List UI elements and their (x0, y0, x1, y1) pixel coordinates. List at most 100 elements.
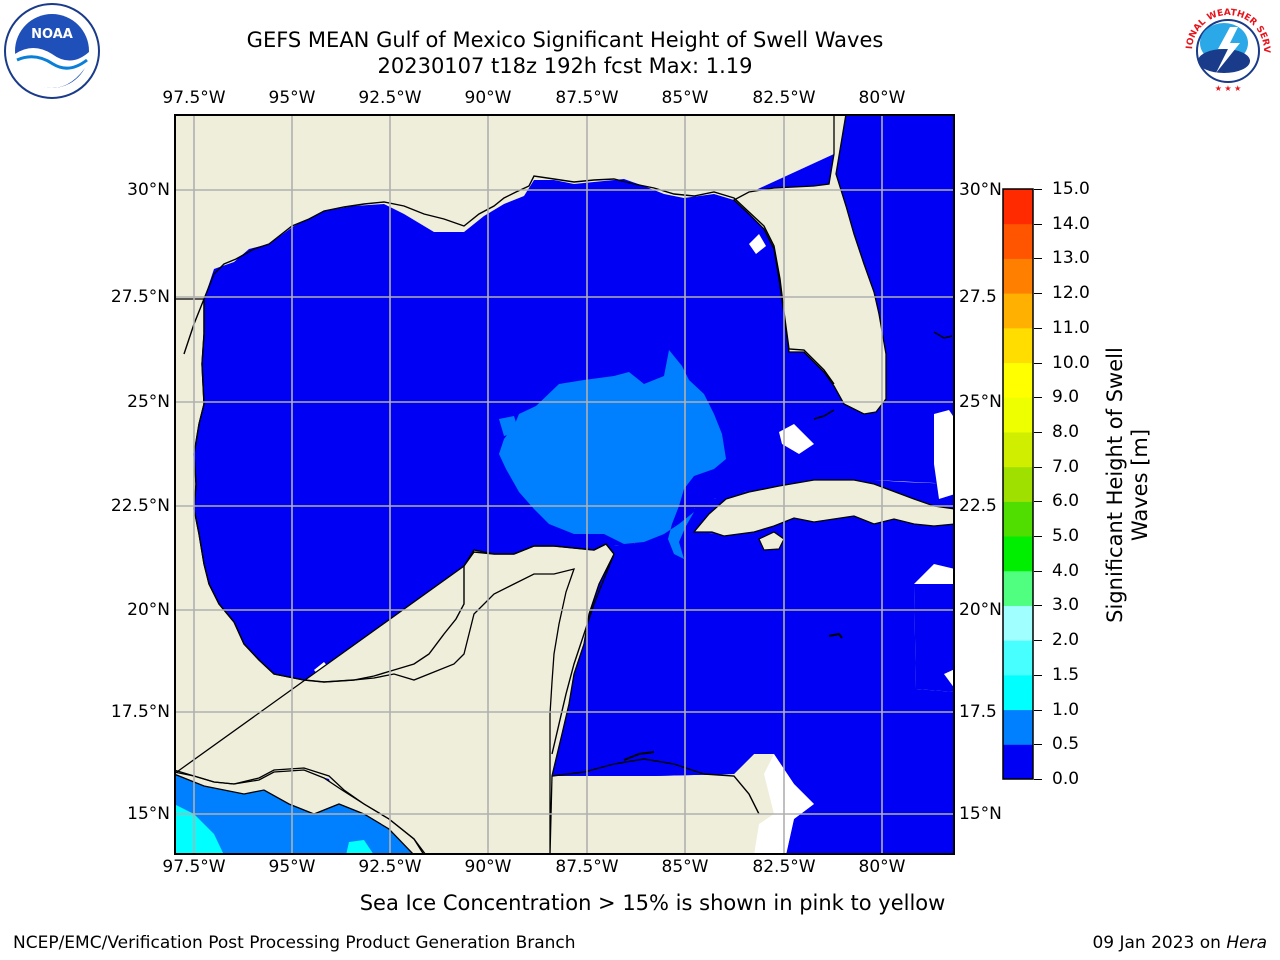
colorbar-tick (1034, 223, 1042, 225)
atlantic-ocean (834, 114, 955, 506)
map-frame (174, 114, 955, 855)
colorbar-tick (1034, 431, 1042, 433)
colorbar-segment (1003, 536, 1033, 572)
nodata-patch-2 (749, 234, 766, 254)
pacific-patch-cyan-2 (346, 840, 374, 855)
lat-tick-left: 25°N (127, 392, 170, 412)
colorbar-segment (1003, 327, 1033, 364)
colorbar-label: 1.5 (1052, 664, 1080, 685)
chart-subtitle: 20230107 t18z 192h fcst Max: 1.19 (377, 54, 753, 78)
lon-tick-bottom: 85°W (661, 857, 709, 877)
colorbar-label: 5.0 (1052, 526, 1080, 547)
isle-of-youth (758, 531, 785, 551)
colorbar-tick (1034, 501, 1042, 503)
lon-tick-bottom: 82.5°W (752, 857, 816, 877)
lon-tick-top: 87.5°W (555, 88, 619, 108)
lat-tick-right: 27.5 (959, 287, 997, 307)
chart-title: GEFS MEAN Gulf of Mexico Significant Hei… (246, 28, 884, 52)
lat-tick-left: 27.5°N (110, 287, 170, 307)
lon-tick-top: 95°W (268, 88, 316, 108)
colorbar-tick (1034, 570, 1042, 572)
lat-tick-right: 17.5 (959, 702, 997, 722)
colorbar-segment (1003, 223, 1033, 259)
colorbar (1002, 188, 1034, 780)
nws-logo: NATIONAL WEATHER SERVICE ★ ★ ★ (1180, 3, 1273, 96)
colorbar-segment (1003, 640, 1033, 676)
cuba-island (692, 479, 955, 537)
colorbar-tick (1034, 779, 1042, 780)
lon-tick-bottom: 80°W (858, 857, 906, 877)
colorbar-label: 9.0 (1052, 387, 1080, 408)
colorbar-segment (1003, 258, 1033, 294)
lon-tick-top: 92.5°W (358, 88, 422, 108)
bahamas-island-1 (933, 331, 953, 339)
footer-date: 09 Jan 2023 on Hera (1092, 933, 1267, 953)
colorbar-label: 11.0 (1052, 317, 1090, 338)
colorbar-label: 2.0 (1052, 630, 1080, 651)
sea-ice-note: Sea Ice Concentration > 15% is shown in … (359, 891, 946, 915)
colorbar-segment (1003, 189, 1033, 225)
cayman-island (828, 632, 843, 639)
lon-tick-bottom: 90°W (464, 857, 512, 877)
lat-tick-left: 22.5°N (110, 496, 170, 516)
lon-tick-top: 80°W (858, 88, 906, 108)
lon-tick-top: 97.5°W (162, 88, 226, 108)
colorbar-segment (1003, 466, 1033, 502)
colorbar-segment (1003, 501, 1033, 537)
colorbar-tick (1034, 466, 1042, 468)
bahamas-island-2 (813, 409, 835, 420)
lat-tick-right: 30°N (959, 180, 1002, 200)
central-america-coast (551, 758, 760, 815)
colorbar-tick (1034, 674, 1042, 676)
noaa-logo: NOAA (4, 3, 100, 99)
nodata-patch-3 (934, 410, 955, 499)
colorbar-label: 7.0 (1052, 456, 1080, 477)
lon-tick-bottom: 92.5°W (358, 857, 422, 877)
colorbar-segment (1003, 293, 1033, 329)
lat-tick-right: 22.5 (959, 496, 997, 516)
colorbar-label: 6.0 (1052, 491, 1080, 512)
lat-tick-left: 20°N (127, 600, 170, 620)
lat-tick-right: 20°N (959, 600, 1002, 620)
pacific-coast (174, 767, 427, 855)
colorbar-segment (1003, 674, 1033, 711)
colorbar-tick (1034, 189, 1042, 190)
swell-patch-small (499, 416, 519, 436)
colorbar-label: 15.0 (1052, 179, 1090, 199)
colorbar-label: 14.0 (1052, 213, 1090, 234)
colorbar-segment (1003, 744, 1033, 780)
colorbar-label: 10.0 (1052, 352, 1090, 373)
lon-tick-bottom: 97.5°W (162, 857, 226, 877)
pacific-patch-cyan (174, 804, 224, 855)
lon-tick-top: 82.5°W (752, 88, 816, 108)
colorbar-label: 12.0 (1052, 283, 1090, 304)
footer-credit: NCEP/EMC/Verification Post Processing Pr… (13, 933, 576, 953)
colorbar-segment (1003, 362, 1033, 398)
colorbar-label: 13.0 (1052, 248, 1090, 269)
colorbar-tick (1034, 640, 1042, 642)
colorbar-tick (1034, 605, 1042, 607)
lat-tick-left: 17.5°N (110, 702, 170, 722)
nodata-patch-1 (779, 424, 814, 454)
gulf-map (174, 114, 955, 855)
colorbar-label: 8.0 (1052, 421, 1080, 442)
colorbar-tick (1034, 397, 1042, 399)
colorbar-segment (1003, 570, 1033, 606)
colorbar-segment (1003, 397, 1033, 433)
colorbar-label: 3.0 (1052, 595, 1080, 616)
honduras-bay-island (623, 751, 655, 761)
colorbar-segment (1003, 605, 1033, 641)
lon-tick-bottom: 87.5°W (555, 857, 619, 877)
colorbar-tick (1034, 744, 1042, 746)
nodata-patch-5 (914, 564, 955, 584)
colorbar-label: 1.0 (1052, 699, 1080, 720)
colorbar-tick (1034, 362, 1042, 364)
lat-tick-right: 25°N (959, 392, 1002, 412)
colorbar-label: 0.5 (1052, 734, 1080, 755)
colorbar-tick (1034, 258, 1042, 260)
colorbar-tick (1034, 709, 1042, 711)
colorbar-tick (1034, 327, 1042, 329)
lon-tick-bottom: 95°W (268, 857, 316, 877)
lon-tick-top: 90°W (464, 88, 512, 108)
colorbar-segment (1003, 709, 1033, 745)
